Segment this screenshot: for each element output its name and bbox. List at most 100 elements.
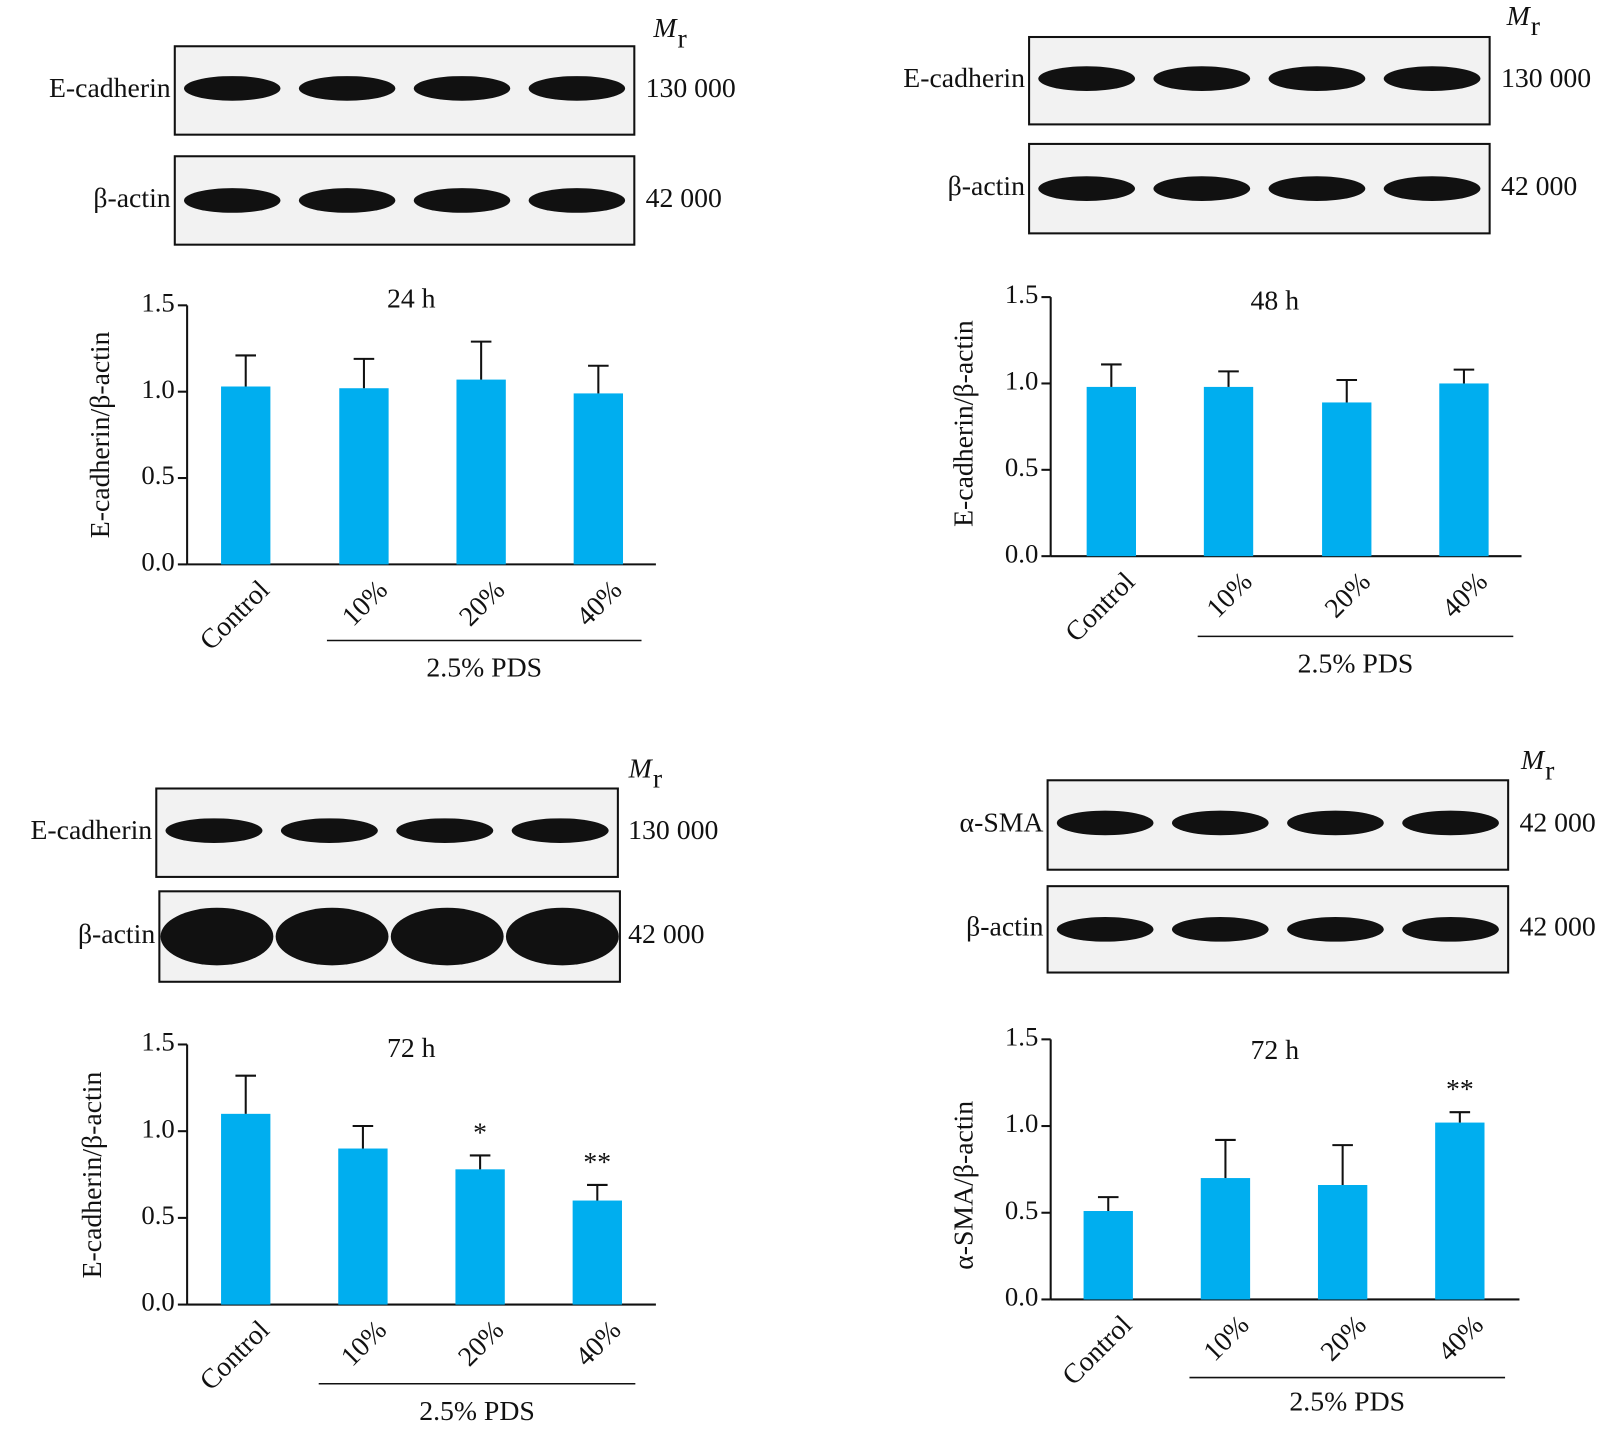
blot-band: [183, 76, 281, 101]
blot-label: E-cadherin: [30, 815, 152, 846]
blot-mr: 42 000: [1501, 171, 1577, 202]
blot-band: [1153, 66, 1251, 91]
blot-label: α-SMA: [960, 807, 1044, 838]
x-tick-label: Control: [194, 1315, 276, 1397]
x-tick-label: Control: [1056, 1309, 1138, 1391]
y-axis-label: α-SMA/β-actin: [949, 1101, 980, 1270]
y-tick-label: 1.0: [141, 374, 174, 404]
bar: [1439, 383, 1489, 557]
x-tick-label: Control: [194, 574, 276, 656]
mr-subscript: r: [1531, 11, 1540, 42]
blot-label: E-cadherin: [903, 63, 1025, 94]
bar: [1083, 1211, 1133, 1300]
x-tick-label: 20%: [1319, 566, 1377, 624]
y-tick-label: 1.0: [141, 1113, 174, 1143]
x-tick-label: 20%: [452, 1315, 510, 1373]
blot-band: [1287, 917, 1384, 942]
blot-band: [1056, 810, 1154, 836]
blot-mr: 42 000: [628, 919, 704, 950]
bar: [1322, 402, 1372, 557]
blot-band: [1268, 66, 1366, 91]
y-tick-label: 1.5: [1005, 279, 1038, 309]
x-tick-label: Control: [1059, 566, 1141, 648]
y-tick-label: 1.0: [1005, 366, 1038, 396]
group-label: 2.5% PDS: [1289, 1387, 1405, 1418]
significance-label: **: [583, 1147, 611, 1178]
y-axis-label: E-cadherin/β-actin: [949, 320, 980, 527]
blot-band: [280, 818, 378, 843]
mr-symbol: M: [1506, 1, 1532, 32]
x-tick-label: 40%: [569, 1315, 627, 1373]
mr-symbol: M: [652, 13, 678, 44]
bar: [456, 379, 506, 565]
y-tick-label: 0.5: [141, 460, 174, 490]
y-tick-label: 0.5: [1005, 1195, 1038, 1225]
blot-band: [1402, 917, 1499, 942]
blot-band: [413, 76, 511, 101]
y-axis-label: E-cadherin/β-actin: [85, 331, 116, 538]
group-label: 2.5% PDS: [426, 653, 542, 684]
y-tick-label: 0.0: [1005, 538, 1038, 568]
blot-band: [160, 907, 274, 966]
x-tick-label: 10%: [335, 1315, 393, 1373]
x-tick-label: 20%: [1315, 1310, 1373, 1368]
bar: [1200, 1178, 1251, 1300]
blot-band: [528, 188, 626, 213]
y-tick-label: 1.5: [141, 287, 174, 317]
blot-band: [1171, 810, 1269, 836]
y-tick-label: 0.0: [141, 1287, 174, 1317]
blot-band: [505, 907, 619, 966]
blot-band: [1171, 917, 1269, 942]
blot-band: [1038, 66, 1136, 91]
blot-mr: 130 000: [1501, 63, 1591, 94]
x-tick-label: 10%: [1198, 1310, 1256, 1368]
mr-subscript: r: [677, 23, 686, 54]
blot-mr: 42 000: [646, 183, 722, 214]
blot-label: E-cadherin: [49, 73, 171, 104]
bar: [1435, 1122, 1485, 1300]
blot-band: [413, 188, 511, 213]
x-tick-label: 40%: [1436, 566, 1494, 624]
blot-band: [298, 76, 396, 101]
y-tick-label: 0.0: [1005, 1282, 1038, 1312]
significance-label: *: [473, 1117, 487, 1148]
bar: [338, 1148, 388, 1305]
chart-title: 24 h: [387, 284, 436, 315]
blot-band: [1287, 810, 1384, 836]
blot-band: [1153, 176, 1251, 201]
x-tick-label: 10%: [1201, 566, 1259, 624]
blot-band: [1383, 176, 1481, 201]
mr-symbol: M: [1520, 745, 1546, 776]
blot-band: [1038, 176, 1136, 201]
blot-band: [528, 76, 626, 101]
blot-label: β-actin: [78, 919, 155, 950]
bar: [455, 1169, 505, 1305]
y-axis-label: E-cadherin/β-actin: [77, 1072, 108, 1279]
group-label: 2.5% PDS: [419, 1396, 535, 1427]
y-tick-label: 1.0: [1005, 1108, 1038, 1138]
chart-title: 72 h: [387, 1033, 436, 1064]
blot-band: [390, 907, 504, 966]
chart-title: 72 h: [1251, 1035, 1300, 1066]
blot-band: [165, 818, 263, 843]
bar: [221, 386, 271, 565]
blot-band: [511, 818, 609, 843]
x-tick-label: 40%: [570, 575, 628, 633]
bar: [1086, 386, 1136, 557]
x-tick-label: 20%: [453, 575, 511, 633]
blot-band: [298, 188, 396, 213]
blot-label: β-actin: [948, 171, 1025, 202]
x-tick-label: 40%: [1432, 1310, 1490, 1368]
bar: [339, 388, 389, 565]
blot-band: [396, 818, 494, 843]
significance-label: **: [1446, 1074, 1474, 1105]
y-tick-label: 0.5: [141, 1200, 174, 1230]
bar: [1203, 386, 1254, 557]
chart-title: 48 h: [1251, 286, 1300, 317]
blot-band: [275, 907, 389, 966]
y-tick-label: 1.5: [1005, 1021, 1038, 1051]
blot-label: β-actin: [93, 183, 170, 214]
bar: [221, 1113, 271, 1305]
